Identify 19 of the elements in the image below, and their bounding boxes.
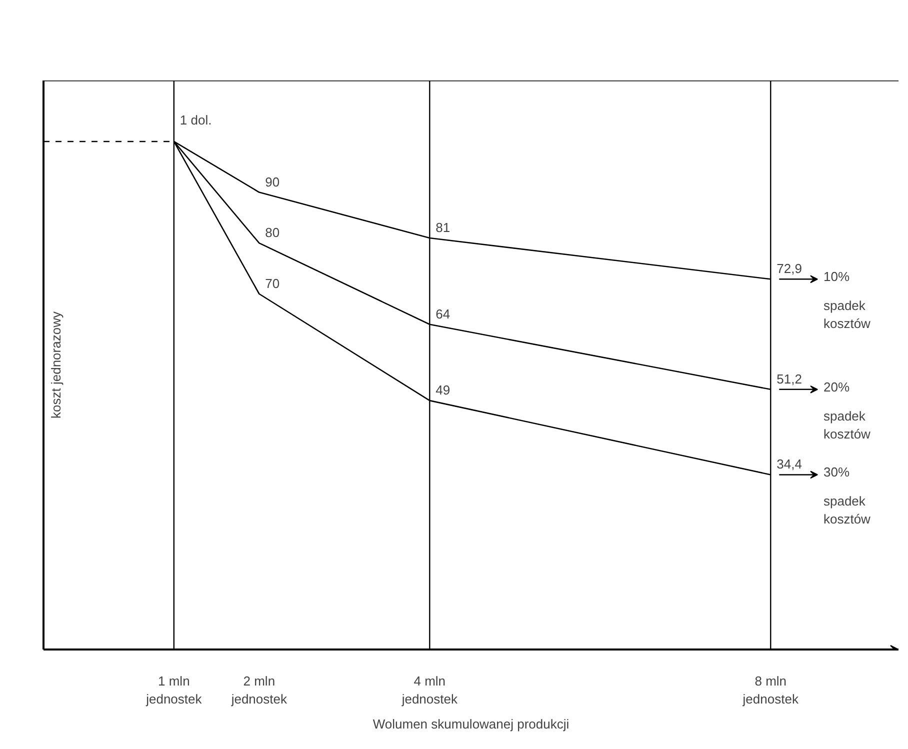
x-axis-title: Wolumen skumulowanej produkcji [372, 716, 570, 732]
legend-label: 10% spadek kosztów [823, 269, 872, 332]
data-label: 49 [436, 382, 450, 398]
data-label: 64 [436, 306, 450, 322]
x-tick-label: 1 mln jednostek [145, 674, 202, 706]
legend-label: 30% spadek kosztów [823, 464, 872, 527]
x-tick-label: 2 mln jednostek [230, 674, 288, 706]
annotation: 1 dol. [180, 112, 212, 128]
x-tick-label: 8 mln jednostek [742, 674, 799, 706]
y-axis-title: koszt jednorazowy [48, 311, 64, 418]
x-tick-label: 4 mln jednostek [400, 674, 458, 706]
data-label: 90 [265, 174, 280, 190]
data-label: 72,9 [776, 261, 802, 276]
data-label: 70 [265, 276, 280, 291]
data-label: 80 [265, 225, 280, 240]
data-label: 34,4 [776, 456, 802, 472]
data-label: 51,2 [776, 371, 802, 386]
data-label: 81 [436, 220, 450, 235]
legend-label: 20% spadek kosztów [823, 379, 872, 442]
